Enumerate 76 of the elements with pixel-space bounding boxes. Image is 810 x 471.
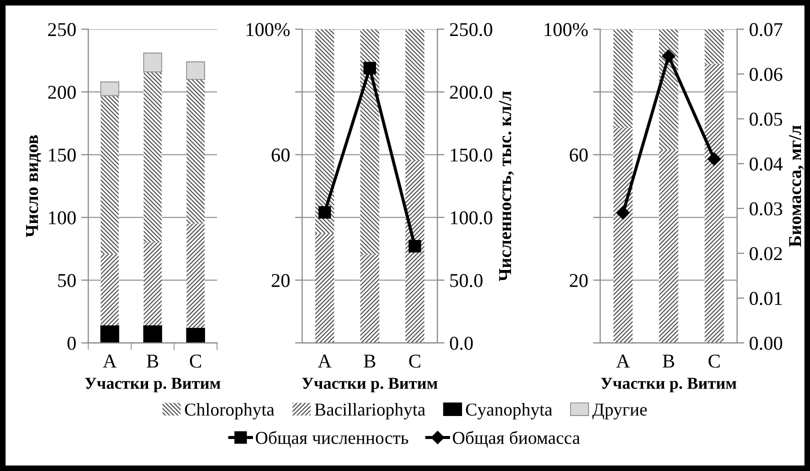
bar — [100, 324, 120, 343]
y2-tick-label: 150.0 — [450, 148, 492, 162]
legend-label: Bacillariophyta — [314, 403, 426, 420]
x-tick-label: B — [662, 354, 674, 368]
x-axis-title: Участки р. Витим — [302, 378, 438, 392]
point — [408, 240, 422, 253]
y-tick-label: 200 — [48, 86, 76, 99]
x-tick-label: A — [102, 354, 117, 368]
point — [616, 206, 630, 220]
x-axis-title: Участки р. Витим — [600, 378, 736, 392]
point — [318, 206, 331, 219]
bar — [143, 324, 162, 343]
bar — [360, 255, 380, 343]
bar — [315, 29, 334, 234]
y-tick-label: 20 — [570, 274, 588, 288]
y-tick-label: 60 — [272, 148, 290, 162]
point — [364, 62, 376, 74]
y2-tick-label: 0.04 — [750, 157, 783, 171]
y2-tick-label: 0.02 — [750, 247, 782, 260]
x-axis-title: Участки р. Витим — [84, 378, 220, 392]
y2-tick-label: 50.0 — [450, 274, 482, 288]
x-tick-label: A — [616, 354, 630, 368]
x-tick-label: C — [409, 354, 420, 368]
y2-tick-label: 0.00 — [750, 336, 782, 350]
x-tick-label: B — [146, 354, 158, 368]
bar — [613, 29, 633, 128]
legend-label: Другие — [592, 404, 647, 420]
bar — [186, 79, 205, 224]
y-tick-label: 100% — [544, 23, 588, 36]
bar — [144, 242, 162, 326]
point — [662, 50, 676, 63]
y2-tick-label: 0.05 — [750, 112, 782, 126]
y-tick-label: 150 — [49, 148, 76, 162]
y-tick-label: 100% — [246, 23, 290, 36]
legend-label: Общая численность — [256, 430, 408, 448]
y2-tick-label: 0.01 — [750, 292, 782, 306]
y2-axis-title: Численность, тыс. кл/л — [499, 91, 514, 282]
y2-tick-label: 200.0 — [450, 86, 492, 99]
y-tick-label: 100 — [49, 211, 76, 224]
bar — [315, 233, 334, 343]
y-tick-label: 20 — [272, 274, 290, 288]
bar — [144, 72, 162, 243]
bar — [360, 29, 380, 256]
y2-tick-label: 0.07 — [750, 23, 782, 36]
bar — [613, 128, 633, 343]
y2-axis-title: Биомасса, мг/л — [789, 125, 804, 247]
bar — [405, 29, 424, 161]
x-tick-label: A — [318, 354, 332, 368]
bar — [100, 96, 119, 254]
bar — [704, 64, 724, 343]
legend-label: Общая биомасса — [452, 430, 580, 448]
y2-tick-label: 0.06 — [750, 68, 782, 82]
x-tick-label: C — [190, 354, 202, 368]
bar — [100, 254, 119, 326]
x-tick-label: C — [708, 354, 720, 368]
point — [708, 152, 721, 166]
bar — [143, 52, 162, 72]
y-tick-label: 0 — [68, 336, 76, 350]
y2-tick-label: 250.0 — [450, 23, 492, 36]
y2-tick-label: 0.03 — [750, 202, 782, 216]
legend-label: Chlorophyta — [184, 403, 274, 420]
bar — [405, 160, 424, 343]
y-axis-title: Число видов — [26, 135, 42, 238]
y2-tick-label: 0.0 — [450, 336, 473, 350]
y-tick-label: 50 — [58, 274, 76, 288]
bar — [704, 29, 724, 64]
legend-label: Cyanophyta — [466, 403, 552, 420]
bar — [659, 150, 678, 343]
bar — [186, 327, 206, 343]
bar — [186, 224, 205, 328]
bar — [186, 61, 206, 80]
y2-tick-label: 100.0 — [450, 211, 492, 224]
x-tick-label: B — [364, 354, 376, 368]
y-tick-label: 250 — [48, 23, 76, 36]
bar — [100, 81, 120, 96]
y-tick-label: 60 — [570, 148, 588, 162]
